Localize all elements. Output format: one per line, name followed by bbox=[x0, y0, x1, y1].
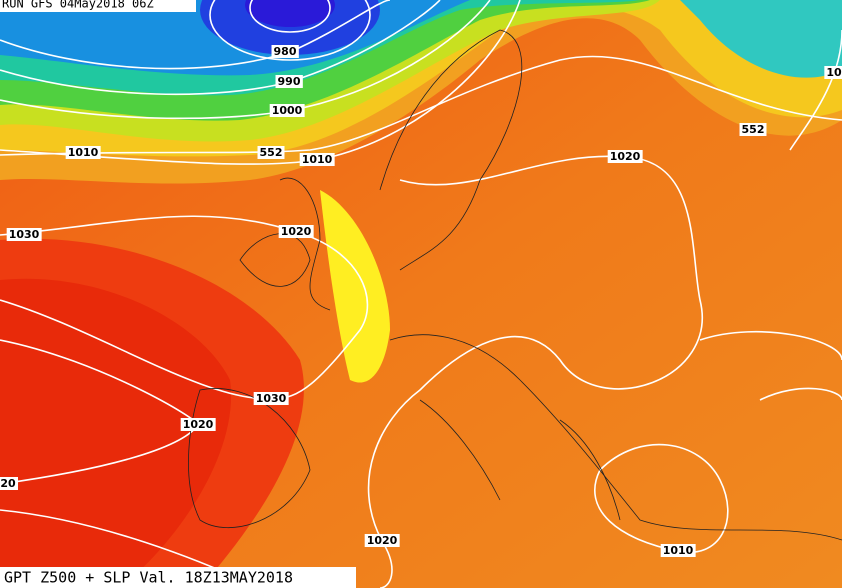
label-box bbox=[253, 392, 289, 405]
isobar-label: 1030 bbox=[256, 392, 287, 405]
label-box bbox=[257, 146, 285, 159]
isobar-label: 20 bbox=[0, 477, 16, 490]
isobar-label: 1010 bbox=[663, 544, 694, 557]
label-box bbox=[364, 534, 400, 547]
isobar-label: 1010 bbox=[68, 146, 99, 159]
label-box bbox=[824, 66, 842, 79]
isobar-label: 980 bbox=[274, 45, 297, 58]
isobar-label: 10 bbox=[826, 66, 842, 79]
label-box bbox=[269, 104, 305, 117]
isobar-label: 1010 bbox=[302, 153, 333, 166]
label-box bbox=[271, 45, 299, 58]
coastlines bbox=[188, 29, 842, 541]
label-box bbox=[299, 153, 335, 166]
isobar-label: 1000 bbox=[272, 104, 303, 117]
label-box bbox=[278, 225, 314, 238]
isobar-label: 1020 bbox=[367, 534, 398, 547]
label-box bbox=[6, 228, 42, 241]
label-box bbox=[0, 477, 18, 490]
isobar-label: 1020 bbox=[281, 225, 312, 238]
label-box bbox=[739, 123, 767, 136]
isobar-label: 1020 bbox=[610, 150, 641, 163]
isobar-label: 990 bbox=[278, 75, 301, 88]
isobar-label: 552 bbox=[742, 123, 765, 136]
label-box bbox=[660, 544, 696, 557]
footer: GPT Z500 + SLP Val. 18Z13MAY2018 bbox=[0, 567, 356, 588]
run-info: RUN GFS 04May2018 06Z bbox=[2, 0, 154, 11]
label-box bbox=[65, 146, 101, 159]
caption: GPT Z500 + SLP Val. 18Z13MAY2018 bbox=[4, 569, 293, 587]
header: RUN GFS 04May2018 06Z bbox=[0, 0, 196, 12]
isobar-label: 1020 bbox=[183, 418, 214, 431]
label-box bbox=[607, 150, 643, 163]
label-box bbox=[275, 75, 303, 88]
isobar-label: 552 bbox=[260, 146, 283, 159]
label-box bbox=[180, 418, 216, 431]
isobar-label: 1030 bbox=[9, 228, 40, 241]
